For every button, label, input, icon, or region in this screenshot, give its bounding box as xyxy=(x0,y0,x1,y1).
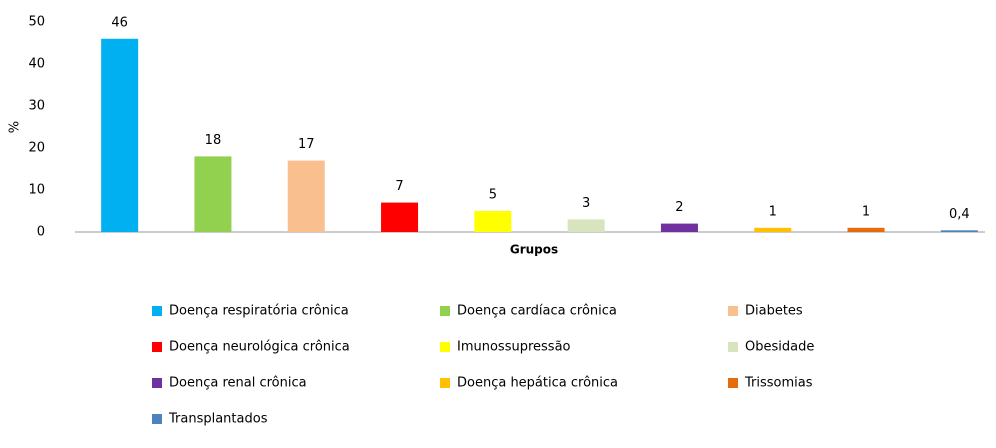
legend-swatch xyxy=(440,342,450,352)
legend-swatch xyxy=(728,306,738,316)
legend-swatch xyxy=(728,342,738,352)
legend-label: Doença hepática crônica xyxy=(457,376,618,391)
bar xyxy=(381,202,419,232)
value-label: 1 xyxy=(769,204,777,219)
y-tick-label: 30 xyxy=(28,99,45,114)
bar xyxy=(474,211,512,232)
value-label: 1 xyxy=(862,204,870,219)
bar xyxy=(287,160,325,232)
legend-label: Transplantados xyxy=(168,412,268,427)
legend-label: Doença neurológica crônica xyxy=(169,340,350,355)
value-label: 5 xyxy=(489,188,497,203)
legend-label: Trissomias xyxy=(744,376,813,391)
legend-swatch xyxy=(152,342,162,352)
value-label: 3 xyxy=(582,196,590,211)
y-tick-label: 10 xyxy=(28,183,45,198)
value-label: 17 xyxy=(298,137,315,152)
legend-label: Doença cardíaca crônica xyxy=(457,304,617,319)
legend-swatch xyxy=(728,378,738,388)
value-label: 7 xyxy=(395,179,403,194)
bar xyxy=(940,230,978,232)
legend-swatch xyxy=(440,306,450,316)
bar xyxy=(194,156,232,232)
legend-label: Doença respiratória crônica xyxy=(169,304,349,319)
bar xyxy=(847,227,885,232)
x-axis-label: Grupos xyxy=(510,243,558,257)
value-label: 0,4 xyxy=(949,207,970,222)
legend-label: Imunossupressão xyxy=(457,340,571,355)
bar xyxy=(567,219,605,232)
bar xyxy=(754,227,792,232)
y-axis-label: % xyxy=(8,121,23,133)
legend-label: Obesidade xyxy=(745,340,814,355)
legend-swatch xyxy=(152,414,162,424)
value-label: 18 xyxy=(205,133,222,148)
legend-label: Doença renal crônica xyxy=(169,376,307,391)
value-label: 46 xyxy=(111,15,128,30)
legend-swatch xyxy=(152,378,162,388)
y-tick-label: 40 xyxy=(28,57,45,72)
y-tick-label: 50 xyxy=(28,15,45,30)
value-label: 2 xyxy=(675,200,683,215)
y-tick-label: 20 xyxy=(28,141,45,156)
legend-swatch xyxy=(440,378,450,388)
legend-label: Diabetes xyxy=(745,304,803,319)
bar xyxy=(101,38,139,232)
legend-swatch xyxy=(152,306,162,316)
bar xyxy=(660,223,698,232)
y-tick-label: 0 xyxy=(37,225,45,240)
